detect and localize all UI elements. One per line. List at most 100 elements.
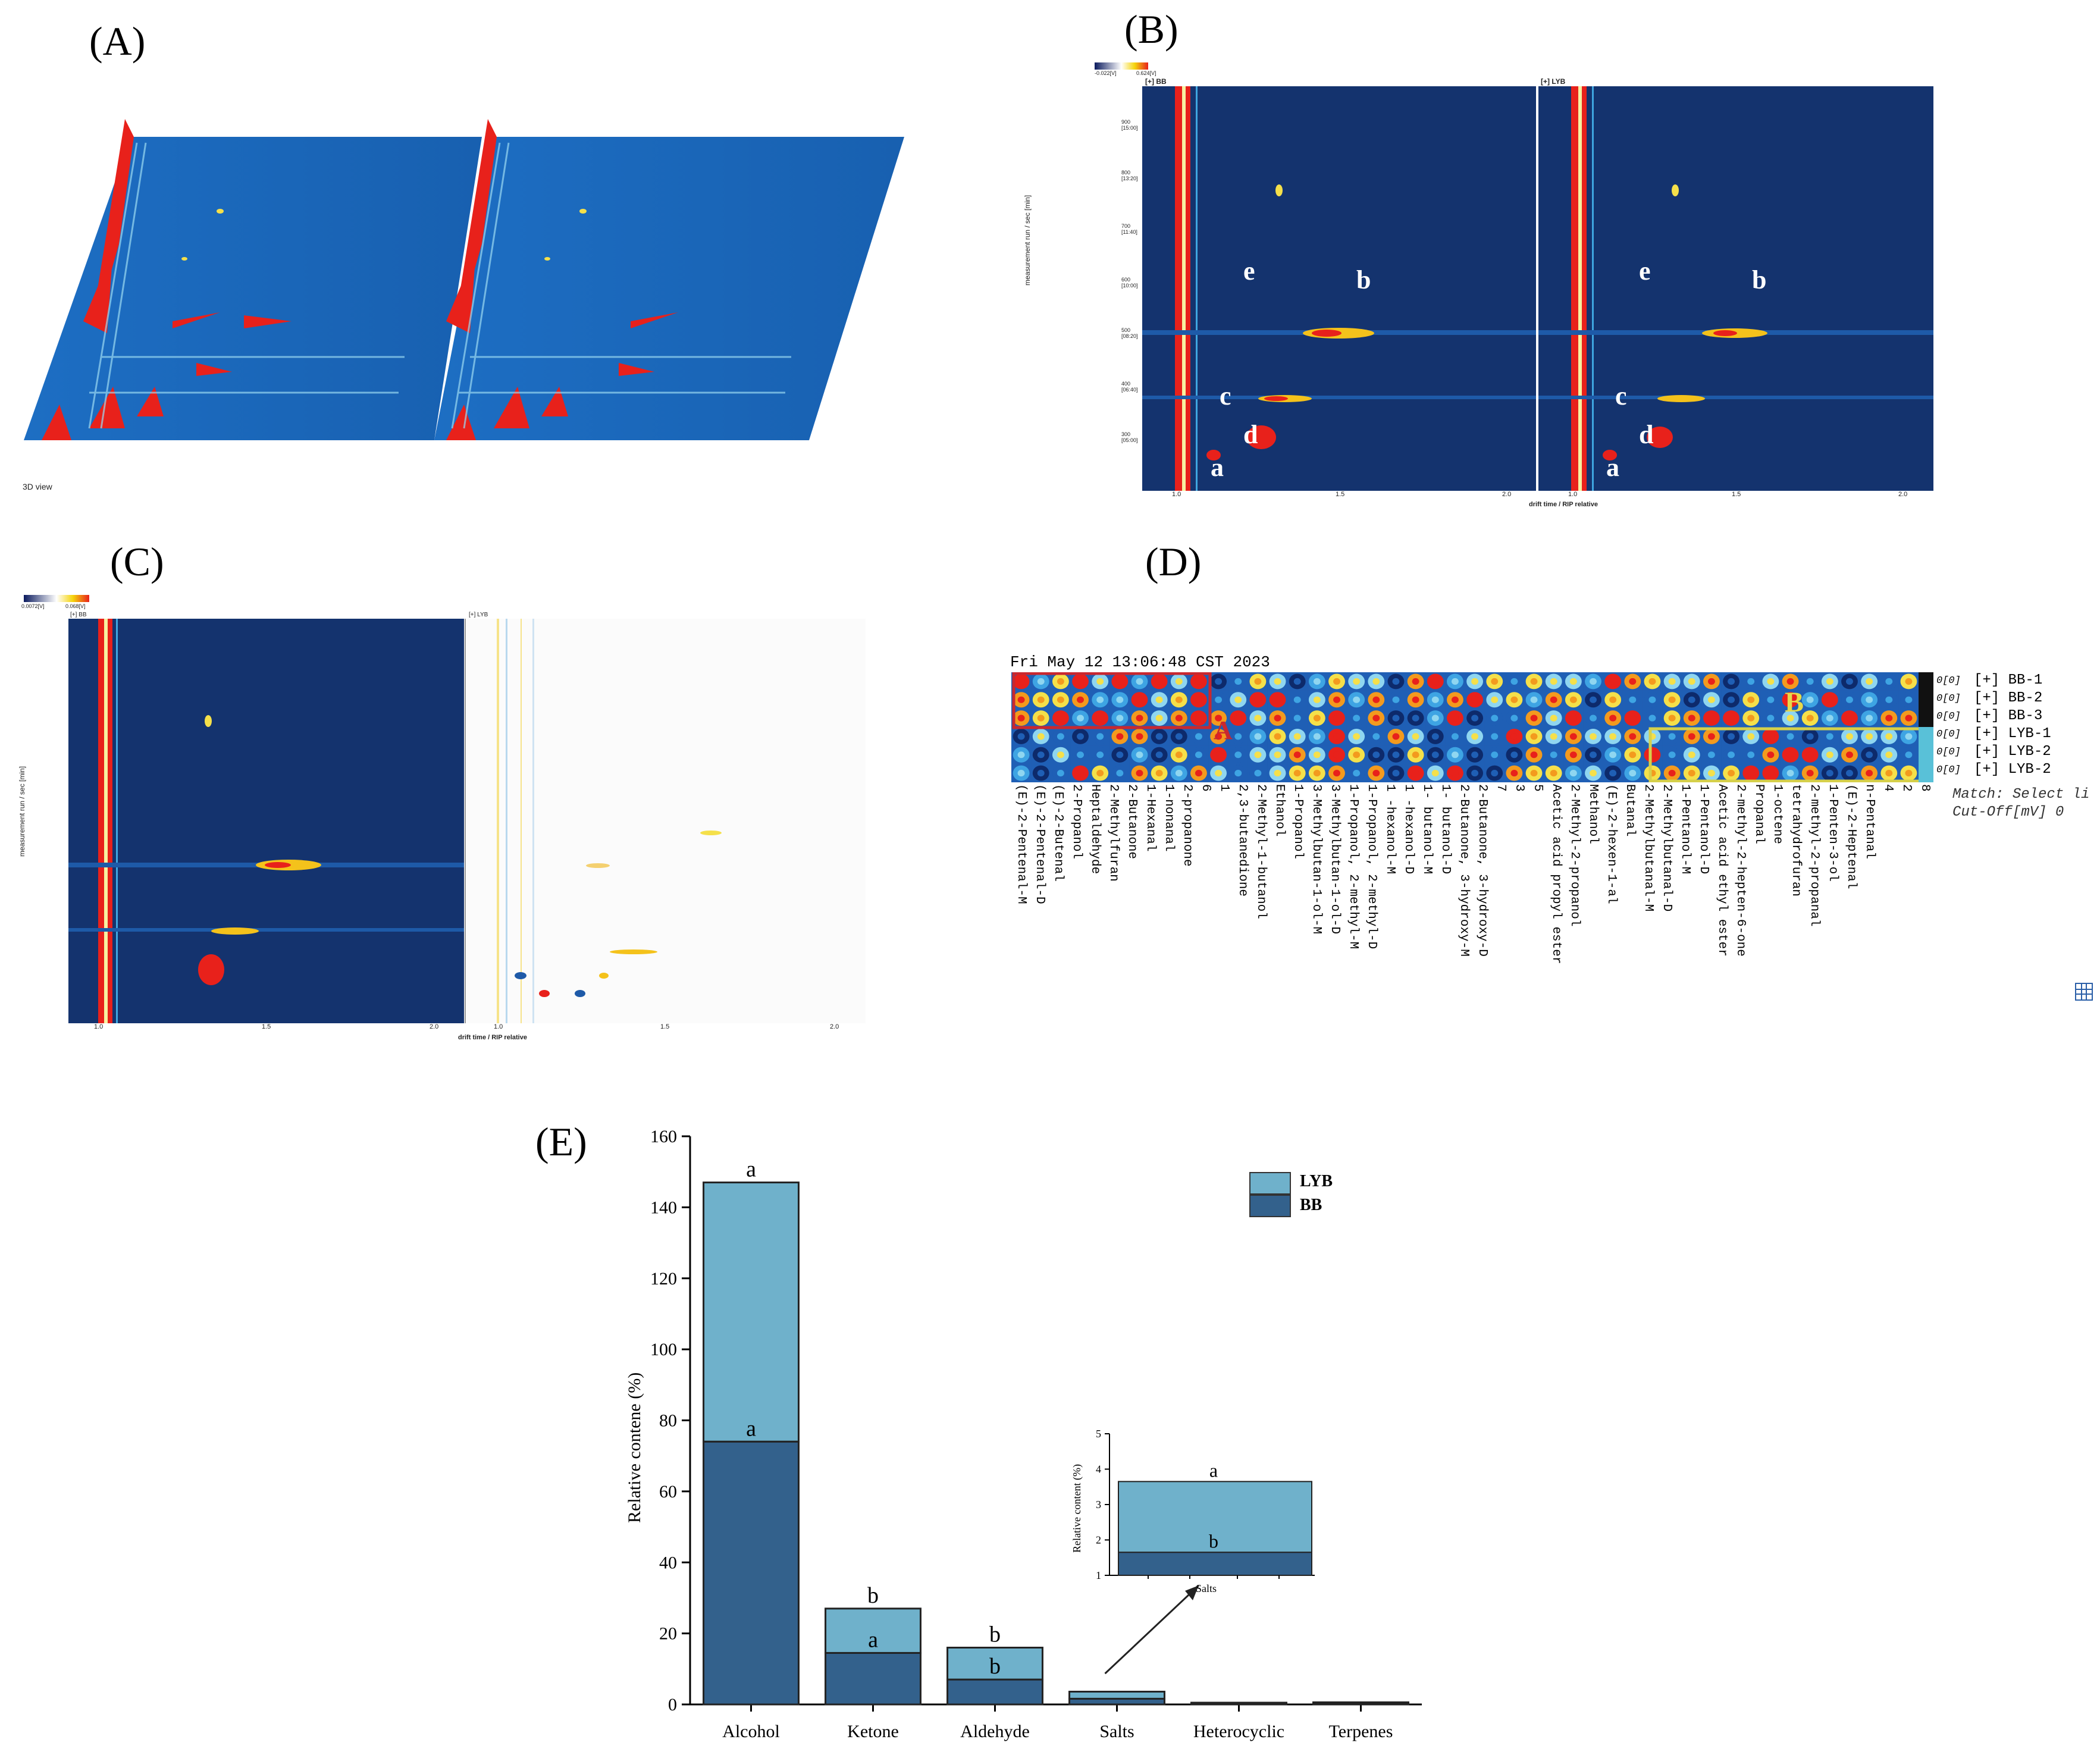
bar-bb (1312, 1702, 1409, 1706)
panel-c-x-tick-bb-2: 1.5 (262, 1023, 271, 1030)
row-value: 0[0] (1936, 693, 1961, 704)
legend-label-bb: BB (1300, 1196, 1322, 1214)
panel-b-lyb-features (1538, 86, 1933, 491)
bar-lyb (946, 1647, 1043, 1681)
panel-b-x-tick-bb-1: 1.0 (1172, 491, 1181, 498)
inset-y-axis-label: Relative content (%) (1071, 1464, 1083, 1553)
y-tick-label: 60 (659, 1482, 677, 1502)
panel-b-left-title: [+] BB (1145, 77, 1167, 86)
y-tick-label: 160 (650, 1127, 677, 1146)
y-tick-label: 120 (650, 1269, 677, 1289)
inset-y-tick-label: 5 (1096, 1428, 1101, 1440)
panel-b-y-tick: 300 [05:00] (1121, 431, 1138, 443)
peak-letter-a: a (1606, 453, 1619, 482)
panel-b-y-tick: 500 [08:20] (1121, 327, 1138, 339)
panel-c-bb-features (68, 619, 464, 1023)
panel-c-left-title: [+] BB (70, 612, 87, 618)
panel-b-x-tick-lyb-3: 2.0 (1898, 491, 1908, 498)
y-tick-label: 140 (650, 1198, 677, 1217)
panel-b-bb-features (1142, 86, 1536, 491)
panel-c-lyb-diff-features (497, 619, 722, 1023)
legend-label-lyb: LYB (1300, 1172, 1333, 1190)
peak-letter-a: a (1211, 453, 1224, 482)
panel-c-right-title: [+] LYB (469, 612, 488, 618)
chart-y-axis-label: Relative contene (%) (625, 1372, 644, 1523)
significance-letter-bb: a (868, 1627, 878, 1652)
inset-category-label: Salts (1196, 1582, 1217, 1594)
y-tick-label: 80 (659, 1411, 677, 1431)
panel-c-x-axis-label: drift time / RIP relative (458, 1034, 527, 1041)
row-value: 0[0] (1936, 675, 1961, 687)
significance-letter-total: b (989, 1622, 1001, 1647)
significance-letter-bb: a (746, 1416, 756, 1441)
box-a-outline (1012, 672, 1212, 729)
legend-swatch-bb (1249, 1195, 1291, 1217)
bar-lyb (825, 1607, 922, 1654)
panel-label-b: (B) (1124, 7, 1178, 52)
panel-b-y-tick: 900 [15:00] (1121, 119, 1138, 131)
row-value: 0[0] (1936, 729, 1961, 740)
panel-c-x-tick-lyb-1: 1.0 (494, 1023, 503, 1030)
panel-c-scale-max: 0.068[V] (65, 603, 86, 609)
panel-c-colorbar (24, 595, 89, 602)
bar-bb (825, 1651, 922, 1706)
panel-label-d: (D) (1145, 539, 1202, 584)
panel-c-x-tick-lyb-3: 2.0 (830, 1023, 839, 1030)
inset-bar-lyb (1118, 1481, 1312, 1553)
inset-letter-total: a (1209, 1459, 1218, 1481)
row-label-bb-1: [+] BB-1 (1974, 672, 2043, 688)
panel-c-x-tick-lyb-2: 1.5 (660, 1023, 670, 1030)
panel-d-box-b-label: B (1785, 687, 1804, 718)
x-tick-label: Terpenes (1329, 1722, 1393, 1741)
inset-y-tick-label: 1 (1096, 1569, 1101, 1581)
peak-letter-c: c (1615, 381, 1627, 410)
panel-d-timestamp: Fri May 12 13:06:48 CST 2023 (1010, 653, 1270, 671)
bar-bb (703, 1440, 800, 1706)
panel-d-box-a-label: A (1214, 716, 1233, 745)
panel-c-scale-min: 0.0072[V] (21, 603, 45, 609)
panel-c-x-tick-bb-1: 1.0 (94, 1023, 104, 1030)
panel-b-x-tick-bb-3: 2.0 (1502, 491, 1512, 498)
peak-letter-b: b (1752, 265, 1767, 294)
significance-letter-total: b (867, 1583, 879, 1608)
chart-axes: 0 20 40 60 80 100 120 140 160 (650, 1127, 1422, 1715)
peak-letter-d: d (1243, 420, 1258, 449)
panel-d-cutoff: Cut-Off[mV] 0 (1952, 804, 2064, 820)
panel-b-right-title: [+] LYB (1541, 77, 1566, 86)
panel-label-a: (A) (89, 18, 146, 64)
significance-letter-bb: b (989, 1654, 1001, 1679)
row-value: 0[0] (1936, 711, 1961, 722)
salts-inset: 1 2 3 4 5 a b (1096, 1428, 1315, 1581)
panel-a-3d-spectra (24, 119, 904, 440)
x-tick-label: Aldehyde (960, 1722, 1030, 1741)
bar-lyb (703, 1182, 800, 1443)
panel-b-y-tick: 600 [10:00] (1121, 277, 1138, 289)
bar-bb (946, 1678, 1043, 1706)
row-label-lyb-2b: [+] LYB-2 (1974, 761, 2051, 778)
panel-b-x-tick-lyb-2: 1.5 (1732, 491, 1741, 498)
panel-c-spectra (68, 619, 866, 1023)
peak-letter-e: e (1243, 256, 1255, 286)
peak-letter-e: e (1639, 256, 1651, 286)
grid-icon[interactable] (2075, 983, 2093, 1001)
inset-y-tick-label: 2 (1096, 1534, 1101, 1546)
panel-a-plane-lyb (434, 137, 904, 440)
x-tick-label: Ketone (847, 1722, 899, 1741)
chart-bars (703, 1182, 1409, 1706)
panel-a-view-note: 3D view (23, 482, 52, 491)
panel-b-scale-max: 0.624[V] (1136, 70, 1156, 76)
panel-b-colorbar (1095, 62, 1148, 70)
panel-b-x-tick-lyb-1: 1.0 (1568, 491, 1578, 498)
peak-letter-d: d (1639, 420, 1654, 449)
x-tick-label: Heterocyclic (1193, 1722, 1284, 1741)
panel-label-e: (E) (535, 1119, 587, 1164)
x-tick-label: Alcohol (722, 1722, 780, 1741)
panel-b-y-tick: 400 [06:40] (1121, 381, 1138, 393)
legend-swatch-lyb (1249, 1172, 1291, 1195)
panel-b-x-tick-bb-2: 1.5 (1336, 491, 1345, 498)
bar-bb (1068, 1697, 1165, 1706)
panel-a-plane-bb (24, 137, 482, 440)
panel-a-streaks (88, 142, 791, 429)
row-value: 0[0] (1936, 747, 1961, 758)
